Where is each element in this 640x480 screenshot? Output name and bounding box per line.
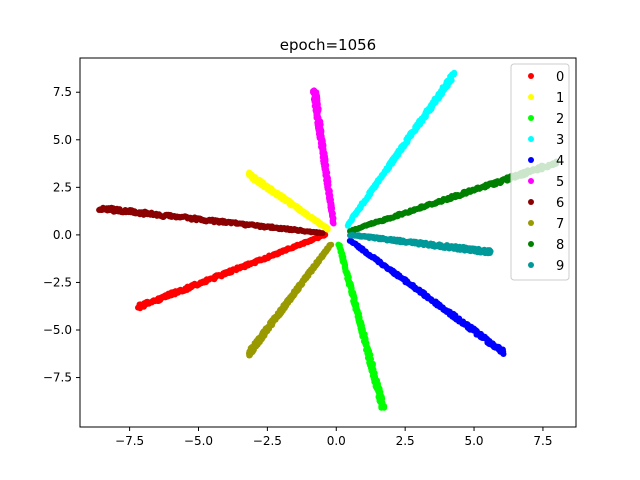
legend-label: 4 (556, 154, 564, 169)
legend-marker (528, 94, 534, 100)
legend-label: 1 (556, 91, 564, 106)
legend-label: 5 (556, 175, 564, 190)
point (381, 404, 388, 411)
x-tick-label: −2.5 (253, 434, 282, 448)
legend-label: 3 (556, 133, 564, 148)
legend-label: 9 (556, 259, 564, 274)
y-tick-label: −2.5 (43, 275, 72, 289)
series-5 (310, 87, 337, 227)
legend-marker (528, 157, 534, 163)
legend-marker (528, 262, 534, 268)
series-3 (344, 69, 458, 229)
plot-frame (79, 57, 577, 428)
legend-label: 2 (556, 112, 564, 127)
point (246, 352, 253, 359)
point (96, 207, 103, 213)
series-0 (135, 231, 329, 312)
legend-marker (528, 199, 534, 205)
legend-marker (528, 73, 534, 79)
legend: 0 1 2 3 4 5 6 7 8 9 (510, 63, 570, 281)
legend-label: 6 (556, 196, 564, 211)
legend-label: 7 (556, 217, 564, 232)
point (451, 69, 458, 76)
series-7 (246, 241, 335, 359)
legend-marker (528, 136, 534, 142)
x-tick-label: 0.0 (327, 434, 346, 448)
x-tick-label: 2.5 (396, 434, 415, 448)
point (246, 169, 253, 176)
chart-title: epoch=1056 (280, 36, 376, 54)
legend-label: 8 (556, 238, 564, 253)
point (500, 351, 507, 357)
y-tick-label: 0.0 (53, 228, 72, 242)
point (135, 304, 141, 311)
series-6 (96, 204, 326, 237)
x-tick-label: 5.0 (464, 434, 483, 448)
x-axis: −7.5 −5.0 −2.5 0.0 2.5 5.0 7.5 (115, 427, 552, 448)
y-tick-label: −5.0 (43, 323, 72, 337)
series-4 (346, 237, 507, 357)
series-2 (335, 241, 388, 411)
legend-marker (528, 178, 534, 184)
x-tick-label: −7.5 (115, 434, 144, 448)
scatter-points (96, 69, 560, 411)
series-1 (245, 169, 331, 233)
x-tick-label: −5.0 (184, 434, 213, 448)
legend-marker (528, 220, 534, 226)
series-9 (347, 231, 494, 257)
legend-marker (528, 241, 534, 247)
y-tick-label: 7.5 (53, 85, 72, 99)
point (487, 248, 494, 255)
y-tick-label: 5.0 (53, 133, 72, 147)
y-tick-label: −7.5 (43, 371, 72, 385)
legend-marker (528, 115, 534, 121)
legend-box (510, 63, 570, 281)
legend-label: 0 (556, 70, 564, 85)
y-axis: −7.5 −5.0 −2.5 0.0 2.5 5.0 7.5 (43, 85, 80, 385)
x-tick-label: 7.5 (533, 434, 552, 448)
y-tick-label: 2.5 (53, 180, 72, 194)
point (311, 87, 318, 94)
